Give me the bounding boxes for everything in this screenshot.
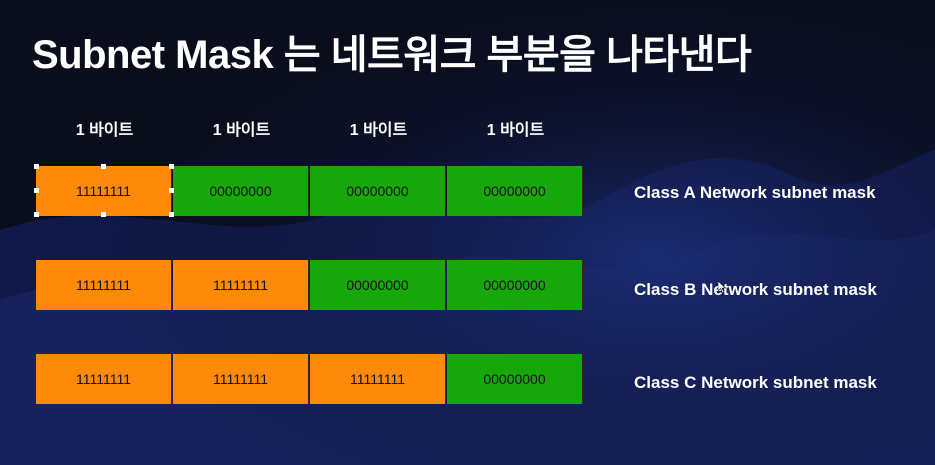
class-b-label: Class B Network subnet mask bbox=[634, 280, 877, 299]
mask-cell-octet-1: 11111111 bbox=[36, 260, 172, 310]
byte-label-2: 1 바이트 bbox=[212, 122, 271, 139]
byte-label-4: 1 바이트 bbox=[486, 122, 545, 139]
mask-cell-octet-4: 00000000 bbox=[447, 166, 583, 216]
selection-handle[interactable] bbox=[34, 212, 39, 217]
selection-handle[interactable] bbox=[34, 164, 39, 169]
class-c-label: Class C Network subnet mask bbox=[634, 373, 877, 392]
selection-handle[interactable] bbox=[169, 164, 174, 169]
selection-handle[interactable] bbox=[34, 188, 39, 193]
selection-handle[interactable] bbox=[169, 188, 174, 193]
mask-cell-octet-3: 11111111 bbox=[310, 354, 446, 404]
byte-label-3: 1 바이트 bbox=[349, 122, 408, 139]
mask-cell-octet-3: 00000000 bbox=[310, 166, 446, 216]
byte-label-1: 1 바이트 bbox=[75, 122, 134, 139]
mask-cell-octet-4: 00000000 bbox=[447, 260, 583, 310]
class-a-label: Class A Network subnet mask bbox=[634, 183, 876, 202]
mask-cell-octet-2: 00000000 bbox=[173, 166, 309, 216]
mask-cell-octet-2: 11111111 bbox=[173, 260, 309, 310]
mask-cell-octet-4: 00000000 bbox=[447, 354, 583, 404]
mouse-cursor-icon bbox=[718, 281, 726, 293]
mask-cell-octet-1[interactable]: 11111111 bbox=[36, 166, 172, 216]
class-b-mask-row: 11111111 11111111 00000000 00000000 bbox=[36, 260, 585, 310]
mask-cell-octet-2: 11111111 bbox=[173, 354, 309, 404]
mask-cell-octet-3: 00000000 bbox=[310, 260, 446, 310]
slide-title: Subnet Mask 는 네트워크 부분을 나타낸다 bbox=[32, 33, 752, 77]
selection-handle[interactable] bbox=[101, 212, 106, 217]
mask-cell-octet-1: 11111111 bbox=[36, 354, 172, 404]
class-a-mask-row: 11111111 00000000 00000000 00000000 bbox=[36, 166, 585, 216]
selection-handle[interactable] bbox=[169, 212, 174, 217]
selection-handle[interactable] bbox=[101, 164, 106, 169]
class-c-mask-row: 11111111 11111111 11111111 00000000 bbox=[36, 354, 585, 404]
